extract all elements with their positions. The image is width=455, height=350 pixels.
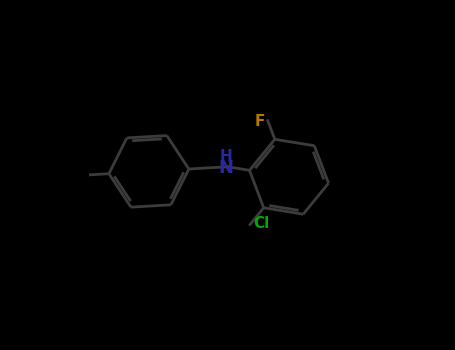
Text: F: F: [255, 114, 265, 129]
Text: Cl: Cl: [253, 216, 269, 231]
Text: N: N: [218, 159, 233, 176]
Text: H: H: [219, 149, 232, 164]
